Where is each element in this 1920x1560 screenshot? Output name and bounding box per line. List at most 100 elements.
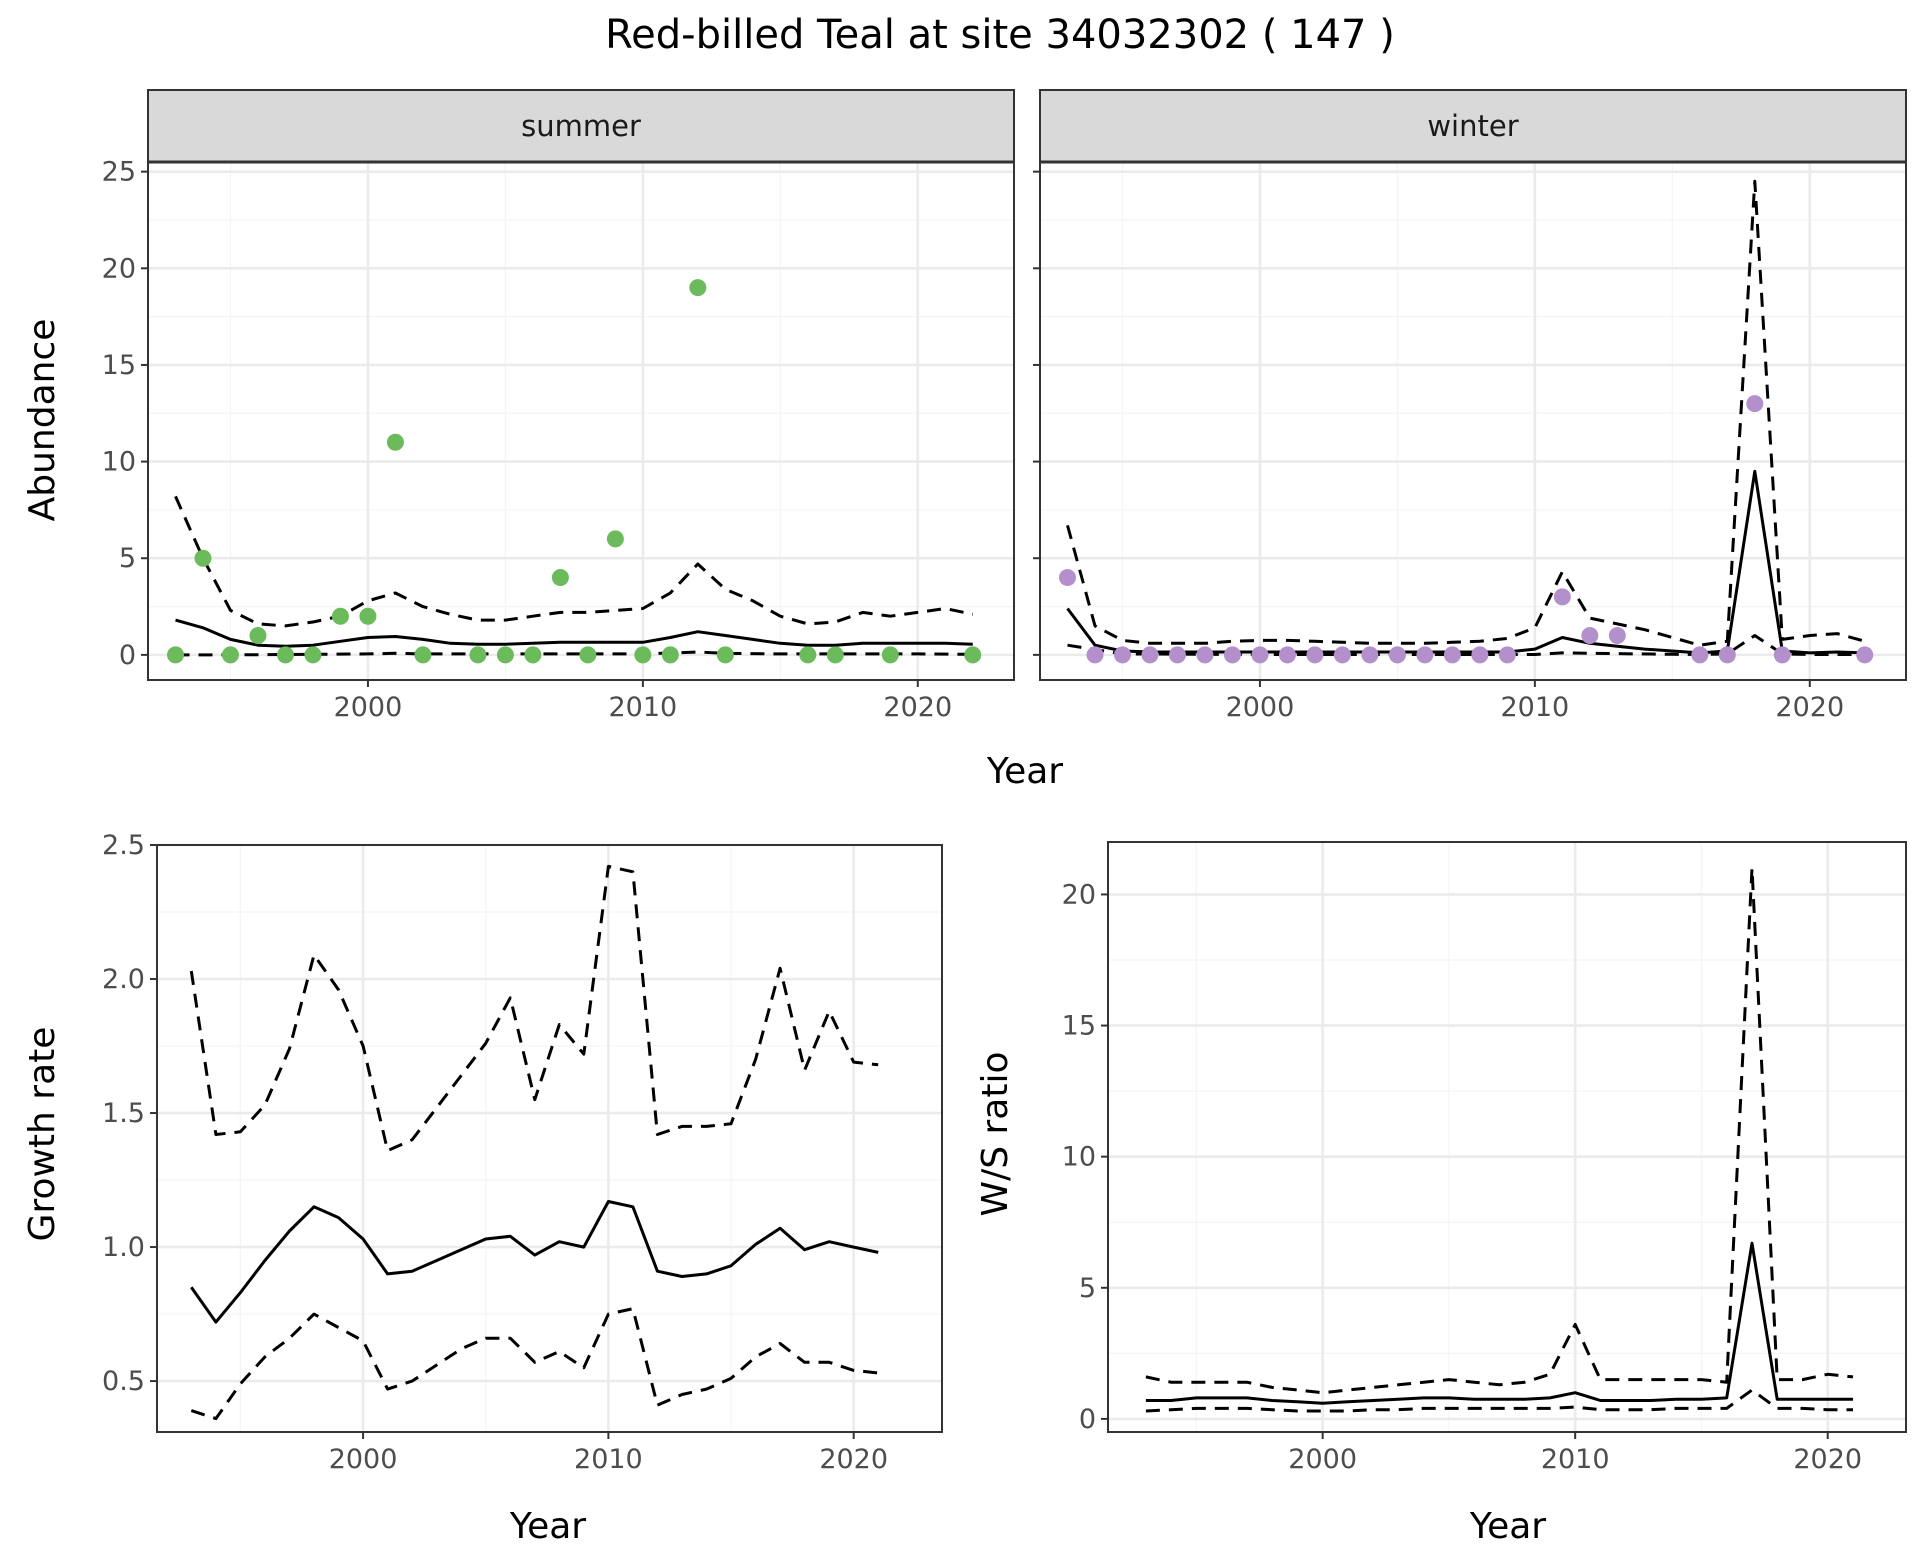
y-tick-label: 2.0 (102, 964, 145, 995)
y-tick-label: 20 (102, 253, 136, 284)
data-point (414, 646, 432, 664)
data-point (1141, 646, 1159, 664)
x-tick-label: 2010 (1500, 692, 1569, 723)
panel-summer: summer 2000 2010 2020 0 5 10 15 20 25 (102, 89, 1015, 723)
data-point (1773, 646, 1791, 664)
y-tick-label: 15 (1062, 1011, 1096, 1042)
data-point (1113, 646, 1131, 664)
data-point (964, 646, 982, 664)
x-tick-label: 2000 (1226, 692, 1295, 723)
x-tick-label: 2020 (1775, 692, 1844, 723)
x-tick-label: 2020 (819, 1444, 888, 1475)
data-point (359, 607, 377, 625)
estimate-line-0 (190, 1200, 879, 1324)
data-point (1306, 646, 1324, 664)
panel-ratio: 2000 2010 2020 0 5 10 15 20 (1062, 841, 1907, 1475)
data-point (634, 646, 652, 664)
facet-strip (147, 89, 1015, 163)
data-point (1443, 646, 1461, 664)
growth-y-axis-label: Growth rate (22, 1027, 63, 1242)
panel-winter: winter 2000 2010 2020 (1033, 89, 1907, 723)
plot-background (148, 162, 1014, 680)
data-point (194, 549, 212, 567)
estimate-line-0 (1145, 1241, 1853, 1405)
data-point (1608, 627, 1626, 645)
y-tick-label: 0 (119, 640, 136, 671)
data-point (716, 646, 734, 664)
gridlines (148, 162, 1014, 680)
y-tick-label: 10 (102, 447, 136, 478)
plot-background (157, 845, 942, 1432)
bound-line-1 (1145, 866, 1854, 1395)
observed-points (166, 279, 982, 664)
x-tick-label: 2000 (1288, 1444, 1357, 1475)
data-point (579, 646, 597, 664)
data-point (826, 646, 844, 664)
facet-strip (1039, 89, 1907, 163)
data-point (496, 646, 514, 664)
ratio-x-axis-label: Year (1469, 1506, 1546, 1547)
panels: summer 2000 2010 2020 0 5 10 15 20 25 winter 2000 20… (102, 89, 1907, 1475)
bound-line-1 (189, 864, 879, 1153)
top-y-axis-label: Abundance (22, 319, 63, 522)
observed-points (1058, 395, 1874, 664)
bound-line-2 (190, 1307, 879, 1421)
y-tick-label: 2.5 (102, 830, 145, 861)
plot-background (1040, 162, 1906, 680)
data-point (1223, 646, 1241, 664)
data-point (331, 607, 349, 625)
data-point (1196, 646, 1214, 664)
growth-x-axis-label: Year (509, 1506, 586, 1547)
data-point (1553, 588, 1571, 606)
data-point (1581, 627, 1599, 645)
panel-border (156, 844, 943, 1433)
x-tick-label: 2010 (574, 1444, 643, 1475)
bound-line-1 (174, 495, 974, 628)
y-tick-label: 15 (102, 350, 136, 381)
data-point (166, 646, 184, 664)
data-point (881, 646, 899, 664)
data-point (1856, 646, 1874, 664)
data-point (1691, 646, 1709, 664)
data-point (469, 646, 487, 664)
y-tick-label: 5 (119, 543, 136, 574)
data-point (276, 646, 294, 664)
data-point (1086, 646, 1104, 664)
x-tick-label: 2010 (1541, 1444, 1610, 1475)
panel-growth: 2000 2010 2020 0.5 1.0 1.5 2.0 2.5 (102, 830, 943, 1475)
data-point (689, 279, 707, 297)
data-point (1416, 646, 1434, 664)
x-tick-label: 2020 (1793, 1444, 1862, 1475)
estimate-line-0 (175, 618, 973, 648)
data-point (1388, 646, 1406, 664)
data-point (1278, 646, 1296, 664)
top-x-axis-label: Year (986, 751, 1063, 792)
data-point (1498, 646, 1516, 664)
data-point (249, 627, 267, 645)
y-tick-label: 1.0 (102, 1232, 145, 1263)
data-point (524, 646, 542, 664)
data-point (551, 569, 569, 587)
data-point (221, 646, 239, 664)
y-tick-label: 25 (102, 157, 136, 188)
y-tick-label: 1.5 (102, 1098, 145, 1129)
x-tick-label: 2020 (883, 692, 952, 723)
data-point (1471, 646, 1489, 664)
facet-strip-label: winter (1427, 109, 1518, 143)
data-point (1058, 569, 1076, 587)
data-point (386, 433, 404, 451)
figure-title: Red-billed Teal at site 34032302 ( 147 ) (605, 12, 1395, 58)
ratio-y-axis-label: W/S ratio (975, 1051, 1016, 1216)
y-tick-label: 0 (1079, 1404, 1096, 1435)
y-tick-label: 10 (1062, 1142, 1096, 1173)
data-point (1333, 646, 1351, 664)
facet-strip-label: summer (521, 109, 641, 143)
data-point (1168, 646, 1186, 664)
panel-border (1107, 841, 1907, 1433)
plot-background (1108, 842, 1906, 1432)
data-point (1361, 646, 1379, 664)
y-tick-label: 0.5 (102, 1366, 145, 1397)
y-tick-label: 5 (1079, 1273, 1096, 1304)
data-point (661, 646, 679, 664)
